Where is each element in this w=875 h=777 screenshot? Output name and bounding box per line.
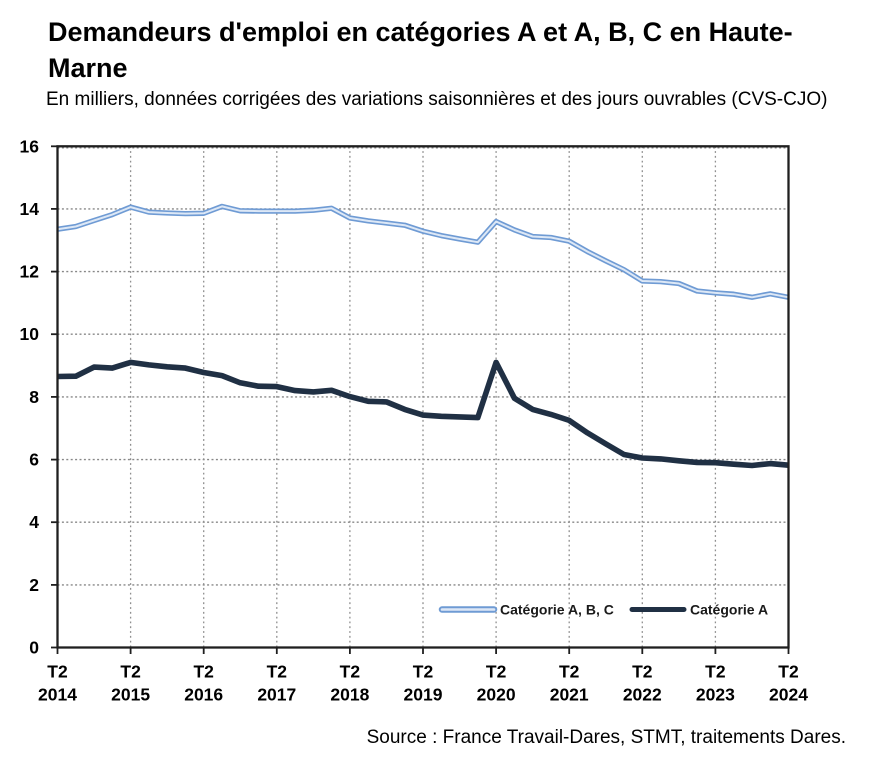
svg-text:T2: T2 [267, 662, 288, 682]
svg-text:2016: 2016 [184, 685, 223, 705]
svg-text:T2: T2 [193, 662, 214, 682]
svg-text:2018: 2018 [330, 685, 369, 705]
svg-text:T2: T2 [559, 662, 580, 682]
svg-text:0: 0 [29, 638, 39, 658]
svg-text:16: 16 [20, 136, 40, 156]
svg-text:2022: 2022 [623, 685, 662, 705]
svg-text:T2: T2 [47, 662, 68, 682]
svg-text:T2: T2 [778, 662, 799, 682]
svg-text:T2: T2 [120, 662, 141, 682]
svg-text:2015: 2015 [111, 685, 150, 705]
svg-text:T2: T2 [632, 662, 653, 682]
svg-text:10: 10 [20, 324, 40, 344]
svg-text:2023: 2023 [696, 685, 735, 705]
svg-text:2017: 2017 [257, 685, 296, 705]
svg-text:6: 6 [29, 450, 39, 470]
svg-text:2020: 2020 [477, 685, 516, 705]
svg-text:T2: T2 [705, 662, 726, 682]
svg-text:14: 14 [20, 199, 40, 219]
svg-text:Catégorie A, B, C: Catégorie A, B, C [500, 602, 614, 618]
svg-text:2014: 2014 [38, 685, 77, 705]
svg-text:12: 12 [20, 262, 40, 282]
svg-text:2021: 2021 [550, 685, 589, 705]
svg-text:4: 4 [29, 512, 39, 532]
svg-text:8: 8 [29, 387, 39, 407]
svg-text:T2: T2 [486, 662, 507, 682]
svg-text:T2: T2 [340, 662, 361, 682]
svg-text:2019: 2019 [404, 685, 443, 705]
svg-text:2024: 2024 [769, 685, 808, 705]
svg-text:T2: T2 [413, 662, 434, 682]
svg-text:2: 2 [29, 575, 39, 595]
svg-text:Catégorie A: Catégorie A [690, 602, 768, 618]
